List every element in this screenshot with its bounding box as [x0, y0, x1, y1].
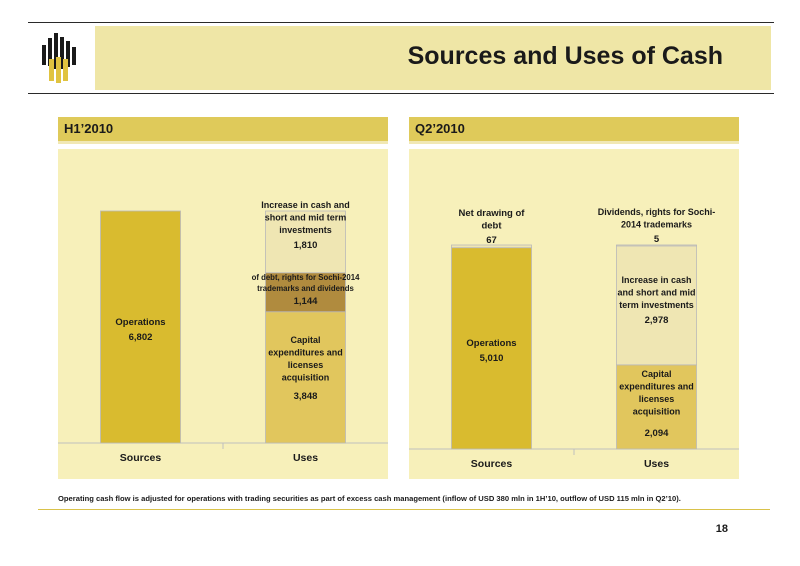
- series-label-0-1: acquisition: [282, 373, 330, 383]
- series-label-0-1: licenses: [288, 360, 324, 370]
- data-label-0-3: 1,810: [294, 240, 318, 251]
- chart-q2: Sources Uses Operations 5,010 Net drawing of…: [409, 149, 739, 479]
- bar-segment-0-0: [100, 210, 181, 444]
- data-label-0-2: 1,144: [294, 296, 318, 307]
- series-label-1-1: Net drawing of: [459, 208, 526, 219]
- series-label-0-1: Capital: [290, 335, 320, 345]
- series-label-1-0: Operations: [466, 338, 516, 349]
- series-label-1-3: and short and mid: [617, 288, 695, 298]
- series-label-1-1: debt: [481, 221, 502, 232]
- series-label-1-4: Dividends, rights for Sochi-: [598, 207, 716, 217]
- series-label-0-3: short and mid term: [265, 213, 347, 223]
- data-label-1-2: 2,094: [645, 428, 669, 439]
- data-label-1-4: 5: [654, 234, 660, 245]
- bar-segment-0-3: [265, 210, 346, 274]
- panel-title-h1: H1’2010: [58, 117, 388, 144]
- series-label-0-2: of debt, rights for Sochi-2014: [252, 273, 361, 282]
- series-label-0-3: Increase in cash and: [261, 200, 350, 210]
- page-title: Sources and Uses of Cash: [407, 42, 723, 70]
- x-tick-label-uses: Uses: [293, 452, 318, 464]
- data-label-1-1: 67: [486, 235, 497, 246]
- series-label-1-3: Increase in cash: [621, 275, 691, 285]
- logo-icon: [42, 33, 76, 83]
- bar-segment-1-0: [451, 247, 532, 450]
- bar-segment-0-2: [265, 272, 346, 313]
- series-label-1-4: 2014 trademarks: [621, 220, 692, 230]
- series-label-1-2: Capital: [641, 369, 671, 379]
- series-label-1-3: term investments: [619, 300, 694, 310]
- series-label-0-3: investments: [279, 225, 332, 235]
- company-logo: [28, 23, 93, 93]
- chart-h1-svg: Sources Uses Operations 6,802 Capital expendi…: [58, 149, 388, 479]
- bar-segment-0-1: [265, 311, 346, 444]
- data-label-1-0: 5,010: [480, 353, 504, 364]
- series-label-1-2: expenditures and: [619, 382, 694, 392]
- series-label-0-0: Operations: [115, 317, 165, 328]
- page-number: 18: [715, 523, 728, 535]
- data-label-0-0: 6,802: [129, 332, 153, 343]
- series-label-0-1: expenditures and: [268, 348, 343, 358]
- footer-divider: [38, 509, 770, 510]
- x-tick-label-uses: Uses: [644, 458, 669, 470]
- data-label-1-3: 2,978: [645, 315, 669, 326]
- bar-segment-1-3: [616, 244, 697, 366]
- chart-q2-svg: Sources Uses Operations 5,010 Net drawing of…: [409, 149, 739, 479]
- series-label-1-2: acquisition: [633, 407, 681, 417]
- data-label-0-1: 3,848: [294, 391, 318, 402]
- panel-title-q2: Q2’2010: [409, 117, 739, 144]
- footnote: Operating cash flow is adjusted for oper…: [58, 494, 681, 503]
- x-tick-label-sources: Sources: [471, 458, 513, 470]
- bar-segment-1-4: [616, 244, 697, 247]
- bar-segment-1-1: [451, 244, 532, 249]
- x-tick-label-sources: Sources: [120, 452, 162, 464]
- slide-header: Sources and Uses of Cash: [28, 22, 774, 94]
- series-label-1-2: licenses: [639, 394, 675, 404]
- chart-h1: Sources Uses Operations 6,802 Capital expendi…: [58, 149, 388, 479]
- title-banner: Sources and Uses of Cash: [95, 26, 771, 90]
- series-label-0-2: trademarks and dividends: [257, 284, 354, 293]
